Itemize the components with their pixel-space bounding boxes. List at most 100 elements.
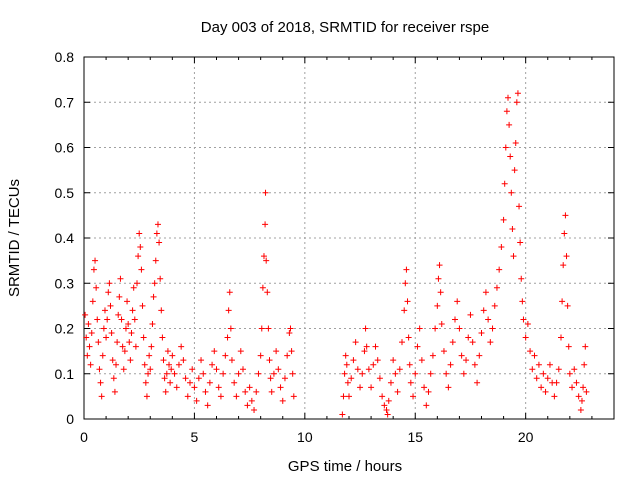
data-point	[237, 348, 244, 355]
data-point	[255, 370, 262, 377]
data-point	[116, 293, 123, 300]
data-point	[270, 370, 277, 377]
data-point	[573, 379, 580, 386]
data-point	[465, 334, 472, 341]
data-point	[533, 375, 540, 382]
data-point	[520, 316, 527, 323]
data-point	[501, 180, 508, 187]
data-point	[454, 298, 461, 305]
data-point	[416, 325, 423, 332]
data-point	[374, 357, 381, 364]
data-point	[162, 388, 169, 395]
data-point	[447, 361, 454, 368]
data-point	[452, 316, 458, 323]
data-point	[362, 325, 369, 332]
data-point	[478, 330, 485, 337]
data-point	[119, 343, 126, 350]
y-tick-label: 0.4	[55, 230, 75, 246]
data-point	[96, 366, 103, 373]
data-point	[445, 384, 452, 391]
data-point	[344, 379, 351, 386]
data-point	[427, 370, 434, 377]
data-point	[379, 393, 386, 400]
data-point	[563, 253, 570, 260]
data-point	[156, 239, 163, 246]
data-point	[372, 343, 379, 350]
data-point	[117, 275, 124, 282]
grid-lines	[84, 57, 614, 419]
data-point	[399, 339, 405, 346]
data-point	[396, 366, 403, 373]
data-point	[164, 348, 171, 355]
data-point	[204, 402, 211, 409]
data-point	[103, 334, 110, 341]
data-point	[106, 280, 113, 287]
data-point	[279, 397, 286, 404]
data-point	[175, 361, 182, 368]
data-point	[198, 357, 205, 364]
data-point	[383, 406, 390, 413]
data-point	[512, 139, 519, 146]
data-point	[127, 357, 134, 364]
data-point	[580, 384, 587, 391]
data-point	[561, 230, 568, 237]
data-point	[565, 343, 572, 350]
data-point	[180, 357, 187, 364]
data-point	[582, 343, 589, 350]
data-point	[281, 375, 288, 382]
data-point	[166, 361, 173, 368]
axis-ticks: 0 0.1 0.2 0.3 0.4 0.5 0.6 0.7 0.8 0 5 10 15 20	[55, 49, 615, 445]
data-point	[125, 320, 132, 327]
data-point	[489, 325, 496, 332]
data-point	[209, 361, 216, 368]
data-point	[153, 230, 160, 237]
data-point	[517, 239, 524, 246]
data-point	[134, 280, 140, 287]
data-point	[90, 266, 97, 273]
data-point	[516, 203, 523, 210]
data-point	[551, 393, 558, 400]
data-point	[114, 339, 121, 346]
data-point	[104, 316, 111, 323]
data-point	[508, 189, 515, 196]
data-point	[438, 320, 445, 327]
data-point	[146, 352, 153, 359]
data-point	[217, 393, 224, 400]
data-point	[522, 334, 529, 341]
data-point	[524, 320, 531, 327]
data-point	[246, 384, 253, 391]
data-point	[263, 257, 270, 264]
y-tick-label: 0	[66, 411, 74, 427]
data-point	[394, 388, 401, 395]
data-point	[425, 388, 432, 395]
data-point	[265, 325, 272, 332]
data-point	[401, 307, 408, 314]
data-point	[467, 311, 474, 318]
data-point	[115, 311, 122, 318]
data-point	[151, 280, 158, 287]
data-point	[97, 379, 104, 386]
data-point	[571, 366, 578, 373]
data-point	[275, 366, 282, 373]
data-point	[220, 370, 227, 377]
data-point	[527, 348, 534, 355]
data-point	[529, 366, 536, 373]
data-point	[365, 366, 372, 373]
x-tick-label: 20	[518, 429, 534, 445]
data-point	[412, 370, 419, 377]
data-point	[171, 370, 178, 377]
data-point	[429, 352, 436, 359]
data-point	[173, 384, 180, 391]
data-point	[564, 302, 571, 309]
data-point	[510, 253, 517, 260]
data-point	[191, 384, 198, 391]
data-point	[436, 262, 443, 269]
data-point	[502, 144, 509, 151]
data-point	[108, 330, 115, 337]
data-point	[581, 361, 588, 368]
data-point	[86, 343, 93, 350]
data-point	[390, 357, 397, 364]
chart-title: Day 003 of 2018, SRMTID for receiver rsp…	[201, 19, 489, 36]
data-point	[538, 384, 545, 391]
